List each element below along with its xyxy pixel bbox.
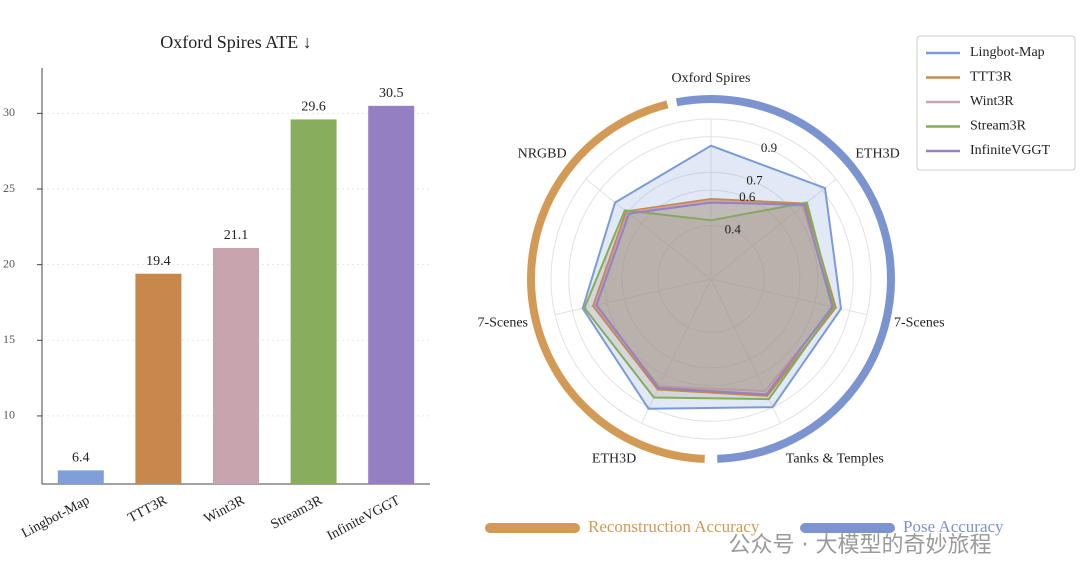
bar	[57, 470, 104, 484]
chart-title: Oxford Spires ATE ↓	[160, 32, 312, 52]
bar	[135, 273, 182, 484]
value-label: 29.6	[301, 100, 326, 115]
ring-pose	[675, 95, 895, 463]
y-tick-label: 20	[3, 256, 15, 270]
axis-label: Tanks & Temples	[786, 451, 884, 466]
bar	[368, 105, 415, 485]
r-tick-label: 0.6	[739, 189, 756, 204]
axis-label: NRGBD	[518, 147, 567, 162]
ring-reconstruction	[527, 100, 705, 463]
spoke	[641, 278, 712, 424]
legend-label: Lingbot-Map	[970, 45, 1045, 60]
bar	[213, 248, 259, 484]
radar-area	[595, 201, 834, 396]
axis-label: ETH3D	[592, 451, 636, 466]
y-tick-label: 10	[3, 408, 15, 422]
value-label: 19.4	[146, 254, 171, 269]
spoke	[710, 178, 837, 280]
group-label: Reconstruction Accuracy	[588, 517, 760, 536]
legend-label: TTT3R	[970, 70, 1013, 85]
y-tick-label: 15	[3, 332, 15, 346]
r-tick-label: 0.4	[725, 221, 742, 236]
group-label: Pose Accuracy	[903, 517, 1004, 536]
axis-label: 7-Scenes	[894, 316, 945, 331]
legend-box	[916, 35, 1076, 171]
spoke	[554, 278, 712, 316]
value-label: 21.1	[224, 228, 249, 243]
y-tick-label: 25	[3, 181, 15, 195]
legend-label: InfiniteVGGT	[970, 143, 1051, 158]
axis-label: Oxford Spires	[672, 71, 751, 86]
spoke	[585, 178, 712, 280]
value-label: 30.5	[379, 86, 404, 101]
axis-label: 7-Scenes	[477, 316, 528, 331]
radar-area	[591, 197, 837, 397]
y-tick-label: 30	[3, 105, 15, 119]
radar-area	[593, 199, 836, 393]
watermark: 公众号 · 大模型的奇妙旅程	[729, 533, 992, 558]
axis-label: ETH3D	[855, 147, 899, 162]
legend-label: Stream3R	[970, 119, 1027, 134]
r-tick-label: 0.7	[746, 173, 763, 188]
radar-area	[583, 201, 836, 401]
legend-label: Wint3R	[970, 94, 1014, 109]
value-label: 6.4	[72, 451, 90, 466]
r-tick-label: 0.9	[761, 140, 777, 155]
bar	[290, 119, 337, 484]
